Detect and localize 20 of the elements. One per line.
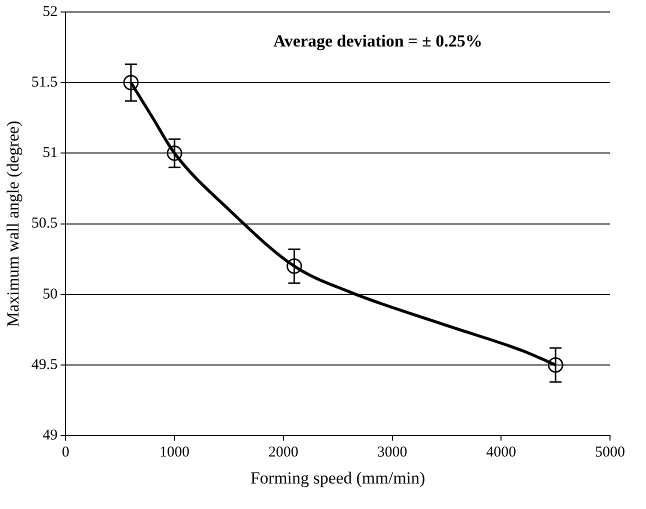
y-tick-label: 51 (42, 145, 58, 162)
x-tick-label: 2000 (268, 444, 298, 461)
y-tick-label: 51.5 (31, 74, 58, 91)
annotation: Average deviation = ± 0.25% (273, 31, 482, 50)
point (286, 258, 302, 274)
x-tick-label: 5000 (595, 444, 625, 461)
y-tick-label: 49 (42, 428, 58, 444)
point (166, 145, 182, 161)
y-axis-title: Maximum wall angle (degree) (4, 120, 23, 327)
y-tick-label: 50 (42, 286, 58, 302)
x-tick-label: 3000 (377, 444, 408, 461)
y-tick-label: 49.5 (31, 356, 58, 373)
x-axis-title: Forming speed (mm/min) (250, 468, 426, 488)
point (123, 74, 139, 90)
x-tick-label: 0 (62, 444, 70, 461)
point (548, 357, 564, 373)
x-tick-label: 4000 (486, 444, 516, 461)
y-tick-label: 50.5 (31, 216, 58, 232)
y-tick-label: 52 (42, 4, 58, 20)
x-tick-label: 1000 (160, 444, 190, 461)
